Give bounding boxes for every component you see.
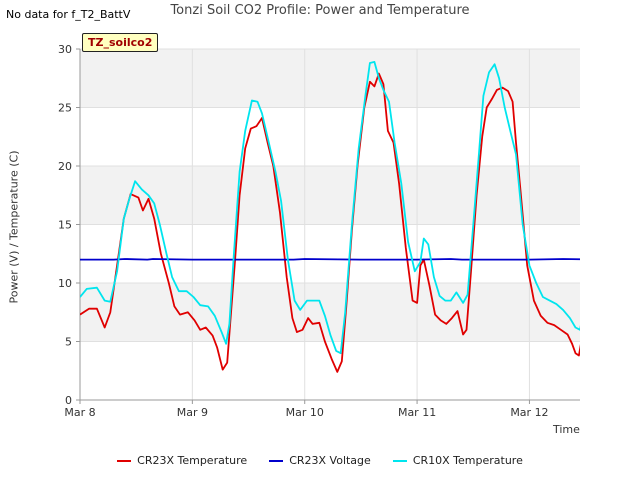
legend-label: CR23X Temperature [137,454,248,467]
chart-title: Tonzi Soil CO2 Profile: Power and Temper… [170,3,470,18]
legend-item: CR10X Temperature [392,454,523,467]
y-tick-label: 10 [58,277,72,290]
legend: CR23X Temperature CR23X Voltage CR10X Temp… [0,454,640,467]
y-tick-label: 25 [58,102,72,115]
series-line-cr10x-temperature [80,61,580,355]
legend-label: CR10X Temperature [412,454,523,467]
x-tick-label: Mar 11 [398,406,436,419]
legend-label: CR23X Voltage [289,454,371,467]
x-tick-label: Mar 10 [286,406,324,419]
legend-item: CR23X Voltage [269,454,371,467]
x-axis-label: Time [553,423,580,436]
series-layer [80,61,580,373]
grid-band [80,166,580,225]
axes: 0 5 10 15 20 25 30 Mar 8 Mar 9 Mar 10 Mar 11 Mar 12 [58,43,580,419]
legend-item: CR23X Temperature [117,454,247,467]
y-axis-label: Power (V) / Temperature (C) [7,150,21,304]
legend-swatch [117,459,132,462]
y-tick-label: 30 [58,43,72,56]
legend-swatch [269,459,284,462]
x-tick-label: Mar 9 [177,406,208,419]
x-tick-label: Mar 8 [64,406,95,419]
x-tick-label: Mar 12 [510,406,548,419]
y-tick-label: 15 [58,219,72,232]
no-data-notice: No data for f_T2_BattV [6,8,131,21]
series-line-cr23x-voltage [80,258,580,261]
site-badge: TZ_soilco2 [82,33,159,52]
y-tick-label: 5 [65,336,72,349]
y-tick-label: 20 [58,160,72,173]
legend-swatch [392,459,407,462]
y-tick-label: 0 [65,394,72,407]
grid-band [80,49,580,108]
